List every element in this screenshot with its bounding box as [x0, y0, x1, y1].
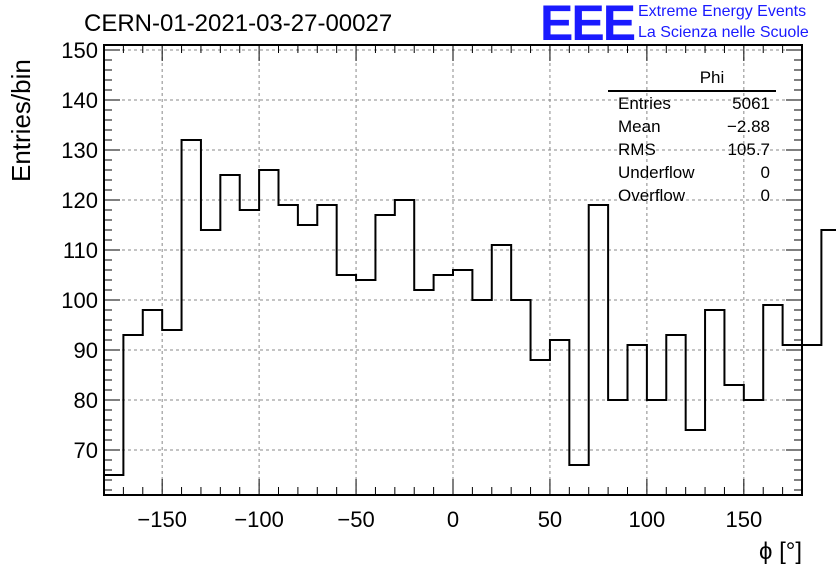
eee-logo: EEE: [540, 0, 636, 51]
histogram-bin: [453, 270, 472, 495]
x-tick-label: −150: [137, 507, 187, 532]
chart-title: CERN-01-2021-03-27-00027: [84, 10, 393, 37]
y-tick-label: 90: [74, 338, 98, 363]
stats-value: 105.7: [727, 140, 770, 159]
stats-value: 5061: [732, 94, 770, 113]
histogram-bin: [395, 200, 414, 495]
histogram-bin: [337, 275, 356, 495]
y-tick-label: 120: [61, 188, 98, 213]
stats-title: Phi: [608, 68, 776, 92]
stats-row-rms: RMS 105.7: [608, 138, 776, 161]
histogram-bin: [317, 205, 336, 495]
histogram-bin: [724, 385, 743, 495]
histogram-bin: [569, 465, 588, 495]
histogram-bin: [666, 335, 685, 495]
y-tick-label: 110: [63, 238, 98, 263]
histogram-bin: [182, 140, 201, 495]
histogram-bin: [123, 335, 142, 495]
x-tick-label: 100: [629, 507, 666, 532]
y-tick-label: 100: [61, 288, 98, 313]
x-tick-label: −100: [234, 507, 284, 532]
histogram-bin: [744, 400, 763, 495]
histogram-bin: [143, 310, 162, 495]
histogram-bin: [298, 225, 317, 495]
histogram-bin: [802, 345, 821, 495]
y-axis-label: Entries/bin: [6, 59, 36, 182]
stats-box: Phi Entries 5061 Mean −2.88 RMS 105.7 Un…: [608, 68, 776, 207]
histogram-bin: [763, 305, 782, 495]
histogram-bin: [705, 310, 724, 495]
histogram-bin: [608, 400, 627, 495]
logo-line-1: Extreme Energy Events: [638, 3, 807, 20]
histogram-bin: [647, 400, 666, 495]
histogram-bin: [492, 245, 511, 495]
histogram-bin: [472, 300, 491, 495]
logo-line-2: La Scienza nelle Scuole: [638, 24, 809, 41]
histogram-layer: [103, 139, 836, 495]
x-tick-label: −50: [337, 507, 374, 532]
histogram-line: [103, 139, 836, 495]
histogram-bin: [628, 345, 647, 495]
stats-row-entries: Entries 5061: [608, 92, 776, 115]
x-tick-label: 0: [447, 507, 459, 532]
stats-label: Underflow: [618, 163, 695, 182]
histogram-bin: [686, 430, 705, 495]
y-tick-label: 130: [61, 138, 98, 163]
y-tick-label: 80: [74, 388, 98, 413]
stats-value: 0: [760, 163, 770, 182]
stats-value: −2.88: [726, 117, 770, 136]
stats-row-underflow: Underflow 0: [608, 161, 776, 184]
histogram-bin: [511, 300, 530, 495]
stats-label: Entries: [618, 94, 671, 113]
histogram-bin: [375, 215, 394, 495]
histogram-bin: [220, 175, 239, 495]
x-tick-label: 50: [538, 507, 562, 532]
tick-layer: 70 80 90 100 110 120 130 140 150 −150 −100 −50 0 50 10…: [61, 38, 803, 532]
y-tick-label: 70: [74, 438, 98, 463]
histogram-bin: [531, 360, 550, 495]
stats-label: Mean: [618, 117, 661, 136]
x-axis-label: ϕ [°]: [758, 538, 802, 565]
histogram-bin: [162, 330, 181, 495]
histogram-bin: [414, 290, 433, 495]
histogram-bin: [550, 340, 569, 495]
histogram-bin: [201, 230, 220, 495]
stats-value: 0: [760, 186, 770, 205]
stats-row-overflow: Overflow 0: [608, 184, 776, 207]
stats-label: Overflow: [618, 186, 686, 205]
y-tick-label: 150: [61, 38, 98, 63]
histogram-bin: [589, 205, 608, 495]
stats-label: RMS: [618, 140, 656, 159]
histogram-bin: [279, 205, 298, 495]
histogram-bin: [821, 230, 836, 495]
histogram-bin: [104, 475, 123, 495]
stats-row-mean: Mean −2.88: [608, 115, 776, 138]
histogram-bin: [434, 275, 453, 495]
histogram-bin: [356, 280, 375, 495]
histogram-bin: [240, 210, 259, 495]
histogram-bin: [259, 170, 278, 495]
y-tick-label: 140: [61, 88, 98, 113]
x-tick-label: 150: [725, 507, 762, 532]
